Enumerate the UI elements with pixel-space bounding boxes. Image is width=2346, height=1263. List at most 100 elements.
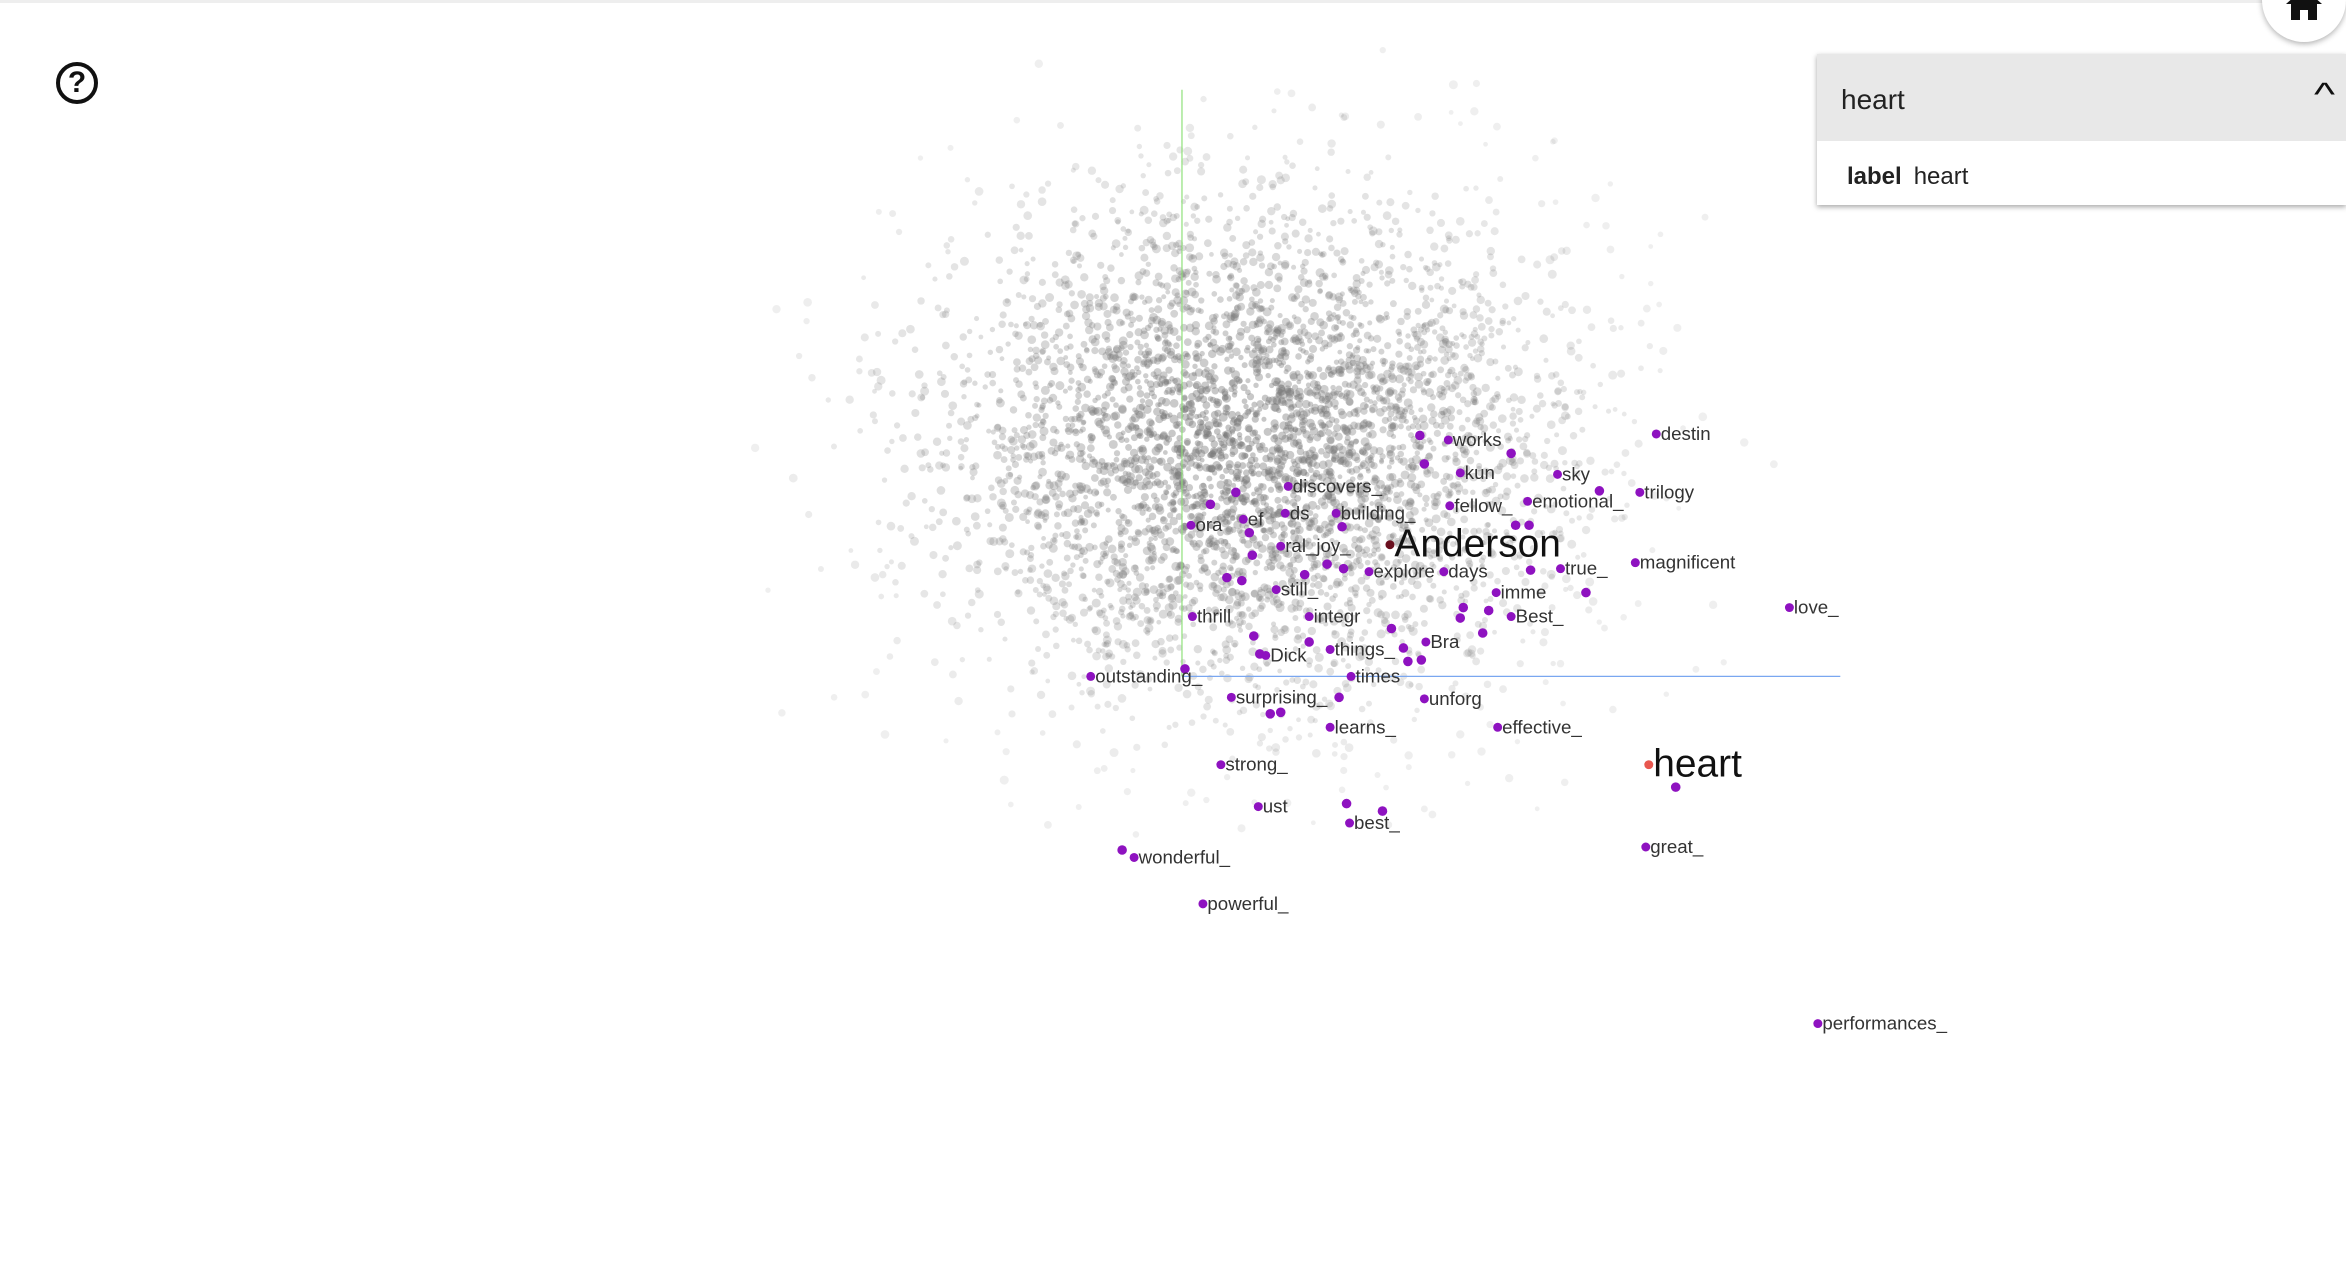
point-anderson[interactable]	[1385, 540, 1395, 550]
chevron-up-icon[interactable]: ^	[2313, 76, 2336, 112]
inspector-header[interactable]: heart ^	[1817, 54, 2346, 141]
neighbor-point[interactable]	[1322, 559, 1332, 569]
neighbor-point[interactable]	[1117, 845, 1127, 855]
neighbor-point[interactable]	[1581, 587, 1591, 598]
neighbor-point[interactable]	[1477, 628, 1488, 638]
point-works[interactable]	[1443, 435, 1453, 445]
cloud-point	[1224, 342, 1233, 351]
point-unforg[interactable]	[1419, 694, 1429, 704]
neighbor-point[interactable]	[1205, 499, 1216, 510]
point-discovers[interactable]	[1283, 481, 1293, 491]
neighbor-point[interactable]	[1341, 798, 1352, 809]
point-things[interactable]	[1325, 644, 1335, 654]
cloud-point	[1502, 472, 1512, 481]
cloud-point	[1374, 772, 1381, 779]
cloud-point	[1118, 609, 1125, 616]
cloud-point	[1268, 466, 1277, 475]
cloud-point	[1077, 518, 1085, 526]
cloud-point	[1421, 506, 1427, 512]
cloud-point	[1270, 621, 1277, 627]
point-best[interactable]	[1506, 612, 1516, 622]
neighbor-point[interactable]	[1337, 521, 1347, 532]
point-ora[interactable]	[1186, 520, 1196, 530]
point-magnificent[interactable]	[1630, 558, 1640, 568]
cloud-point	[1122, 244, 1129, 251]
neighbor-point[interactable]	[1247, 550, 1258, 560]
cloud-point	[1384, 342, 1392, 350]
point-best[interactable]	[1345, 818, 1355, 828]
point-trilogy[interactable]	[1635, 487, 1645, 497]
point-performances[interactable]	[1813, 1019, 1823, 1029]
point-surprising[interactable]	[1226, 692, 1236, 702]
cloud-point	[1399, 366, 1409, 375]
neighbor-point[interactable]	[1483, 605, 1494, 616]
point-great[interactable]	[1641, 842, 1651, 852]
neighbor-point[interactable]	[1398, 643, 1409, 653]
cloud-point	[1436, 333, 1445, 342]
point-love[interactable]	[1784, 603, 1794, 613]
point-emotional[interactable]	[1523, 496, 1533, 506]
cloud-point	[1001, 445, 1009, 452]
neighbor-point[interactable]	[1244, 527, 1255, 538]
cloud-point	[984, 371, 991, 378]
neighbor-point[interactable]	[1231, 487, 1241, 498]
cloud-point	[1233, 418, 1242, 427]
help-icon[interactable]: ?	[56, 62, 98, 104]
point-powerful[interactable]	[1198, 899, 1208, 909]
point-true[interactable]	[1556, 564, 1565, 574]
point-effective[interactable]	[1493, 722, 1503, 732]
neighbor-point[interactable]	[1525, 565, 1536, 575]
neighbor-point[interactable]	[1415, 430, 1425, 441]
point-learns[interactable]	[1325, 722, 1335, 732]
neighbor-point[interactable]	[1419, 459, 1430, 469]
cloud-point	[1582, 305, 1592, 314]
point-ds[interactable]	[1280, 508, 1290, 518]
cloud-point	[1551, 402, 1558, 409]
point-building[interactable]	[1331, 508, 1341, 518]
neighbor-point[interactable]	[1275, 707, 1286, 718]
point-ef[interactable]	[1238, 514, 1248, 524]
neighbor-point[interactable]	[1338, 563, 1349, 574]
point-heart[interactable]	[1644, 760, 1654, 770]
cloud-point	[1256, 446, 1264, 454]
point-ust[interactable]	[1253, 802, 1263, 812]
point-integr[interactable]	[1304, 612, 1314, 622]
point-raljoy[interactable]	[1276, 541, 1286, 551]
neighbor-point[interactable]	[1416, 655, 1427, 665]
cloud-point	[1111, 239, 1121, 248]
neighbor-point[interactable]	[1458, 602, 1469, 613]
cloud-point	[1248, 239, 1256, 246]
cloud-point	[1091, 587, 1097, 593]
point-explore[interactable]	[1364, 567, 1374, 577]
neighbor-point[interactable]	[1249, 631, 1259, 641]
point-bra[interactable]	[1421, 637, 1431, 647]
point-fellow[interactable]	[1445, 501, 1455, 511]
point-thrill[interactable]	[1187, 612, 1197, 622]
cloud-point	[1170, 507, 1177, 514]
cloud-point	[1294, 534, 1304, 544]
point-wonderful[interactable]	[1129, 852, 1139, 862]
point-outstanding[interactable]	[1086, 671, 1096, 681]
cloud-point	[1234, 304, 1242, 312]
neighbor-point[interactable]	[1403, 656, 1413, 667]
cloud-point	[1529, 413, 1535, 419]
point-kun[interactable]	[1455, 468, 1465, 478]
neighbor-point[interactable]	[1455, 613, 1466, 623]
neighbor-point[interactable]	[1386, 623, 1397, 634]
point-still[interactable]	[1271, 585, 1281, 595]
point-days[interactable]	[1439, 567, 1449, 577]
point-dick[interactable]	[1261, 650, 1271, 660]
point-imme[interactable]	[1491, 588, 1501, 598]
home-button[interactable]	[2262, 0, 2346, 42]
point-strong[interactable]	[1216, 760, 1226, 770]
neighbor-point[interactable]	[1506, 448, 1516, 459]
cloud-point	[1330, 389, 1338, 396]
neighbor-point[interactable]	[1334, 692, 1344, 703]
neighbor-point[interactable]	[1265, 709, 1276, 719]
neighbor-point[interactable]	[1222, 572, 1232, 583]
point-destin[interactable]	[1651, 429, 1661, 439]
point-sky[interactable]	[1553, 469, 1563, 479]
point-times[interactable]	[1346, 671, 1356, 681]
neighbor-point[interactable]	[1237, 575, 1247, 586]
